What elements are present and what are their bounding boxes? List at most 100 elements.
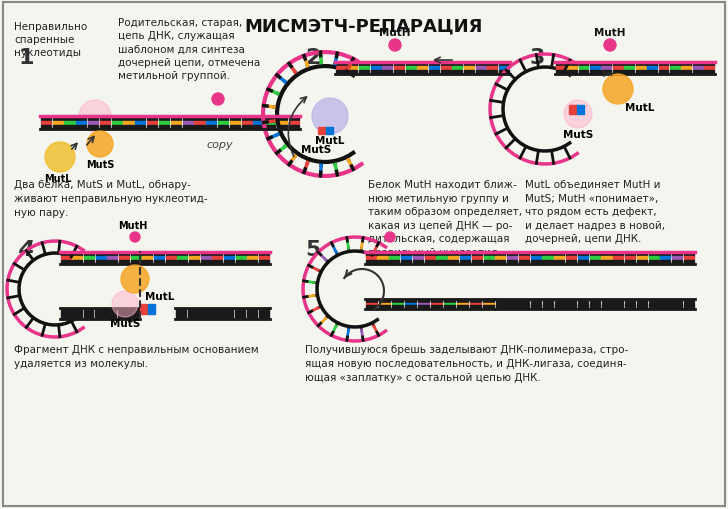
Bar [170,122,181,125]
Bar [88,122,98,125]
Text: ✂: ✂ [601,68,613,82]
Bar [60,260,71,265]
Bar [60,252,71,257]
Bar [444,299,455,302]
Bar [590,71,600,75]
Bar [223,313,234,315]
Bar [159,117,169,121]
Circle shape [87,132,113,158]
Bar [704,67,714,70]
Bar [183,122,193,125]
Bar [143,257,152,260]
Text: MutH: MutH [594,28,626,38]
Bar [684,257,694,260]
Bar [236,252,246,257]
Bar [475,71,486,75]
Bar [405,63,416,67]
Text: Родительская, старая,
цепь ДНК, служащая
шаблоном для синтеза
дочерней цепи, отм: Родительская, старая, цепь ДНК, служащая… [118,18,260,80]
Bar [247,316,257,319]
Bar [472,260,482,265]
Bar [649,299,659,302]
Bar [389,260,400,265]
Bar [154,260,164,265]
Bar [259,316,269,319]
Bar [542,257,553,260]
Bar [218,125,228,130]
Bar [365,260,376,265]
Bar [211,313,221,315]
Bar [456,303,468,305]
Bar [130,313,139,315]
Bar [531,306,541,309]
Text: MutH: MutH [119,220,148,231]
Bar [590,306,600,309]
Bar [460,252,470,257]
Bar [483,306,494,309]
Bar [519,303,529,305]
Bar [590,67,600,70]
Bar [613,67,622,70]
Bar [624,67,634,70]
Bar [199,308,210,312]
Bar [578,299,588,302]
Bar [72,313,82,315]
Bar [265,125,275,130]
Bar [394,63,404,67]
Bar [394,67,404,70]
Bar [613,257,623,260]
Bar [601,71,612,75]
Bar [660,303,670,305]
Bar [194,117,205,121]
Bar [693,71,703,75]
Bar [106,308,116,312]
Bar [601,303,612,305]
Bar [166,260,175,265]
Bar [625,257,635,260]
Bar [601,67,612,70]
Bar [247,313,257,315]
Bar [230,125,240,130]
Bar [72,308,82,312]
Bar [242,122,252,125]
Bar [590,257,600,260]
Bar [637,306,647,309]
Bar [566,303,577,305]
Bar [670,71,680,75]
Circle shape [112,292,138,318]
Bar [41,122,51,125]
Bar [378,260,387,265]
Bar [440,67,451,70]
Bar [460,257,470,260]
Circle shape [130,233,140,242]
Bar [359,67,369,70]
Bar [507,299,518,302]
Bar [475,63,486,67]
Bar [189,257,199,260]
Bar [347,63,357,67]
Bar [206,117,216,121]
Bar [189,260,199,265]
Bar [637,260,647,265]
Bar [578,260,588,265]
Bar [660,306,670,309]
Bar [660,299,670,302]
Bar [72,252,82,257]
Text: copy: copy [207,140,233,150]
Bar [119,257,129,260]
Bar [224,252,234,257]
Bar [107,260,117,265]
Bar [265,117,275,121]
Bar [371,71,381,75]
Bar [72,316,82,319]
Bar [424,257,435,260]
Bar [625,252,635,257]
Bar [154,252,164,257]
Bar [424,252,435,257]
Bar [464,71,474,75]
Bar [183,117,193,121]
Bar [444,303,455,305]
Bar [681,63,691,67]
Bar [436,260,446,265]
Circle shape [564,101,592,129]
Bar [531,303,541,305]
